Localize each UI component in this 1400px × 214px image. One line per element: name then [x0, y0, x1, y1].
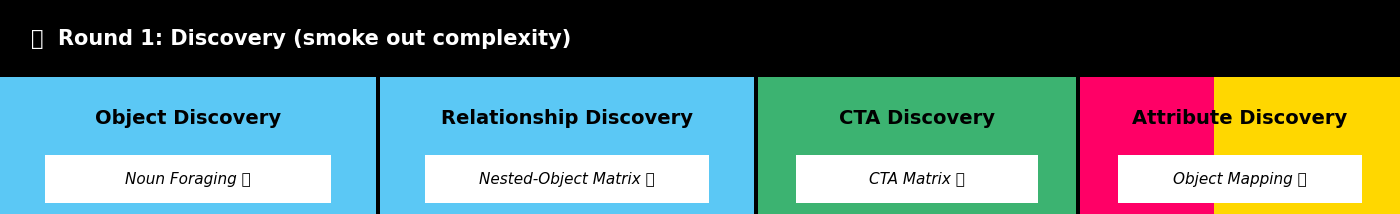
Text: Nested-Object Matrix 💪: Nested-Object Matrix 💪: [479, 172, 655, 187]
Bar: [1119, 155, 1362, 203]
Bar: [426, 155, 708, 203]
Text: 👀  Round 1: Discovery (smoke out complexity): 👀 Round 1: Discovery (smoke out complexi…: [31, 28, 571, 49]
Text: CTA Matrix 💪: CTA Matrix 💪: [869, 172, 965, 187]
Text: Relationship Discovery: Relationship Discovery: [441, 109, 693, 128]
Text: Object Mapping 💪: Object Mapping 💪: [1173, 172, 1308, 187]
Bar: [0, 77, 375, 214]
Bar: [759, 77, 1077, 214]
Text: Object Discovery: Object Discovery: [95, 109, 281, 128]
Text: CTA Discovery: CTA Discovery: [839, 109, 995, 128]
Text: Noun Foraging 💪: Noun Foraging 💪: [125, 172, 251, 187]
Bar: [1081, 77, 1214, 214]
Bar: [45, 155, 330, 203]
Bar: [797, 155, 1037, 203]
Bar: [381, 77, 753, 214]
Text: Attribute Discovery: Attribute Discovery: [1133, 109, 1348, 128]
Bar: [1214, 77, 1400, 214]
